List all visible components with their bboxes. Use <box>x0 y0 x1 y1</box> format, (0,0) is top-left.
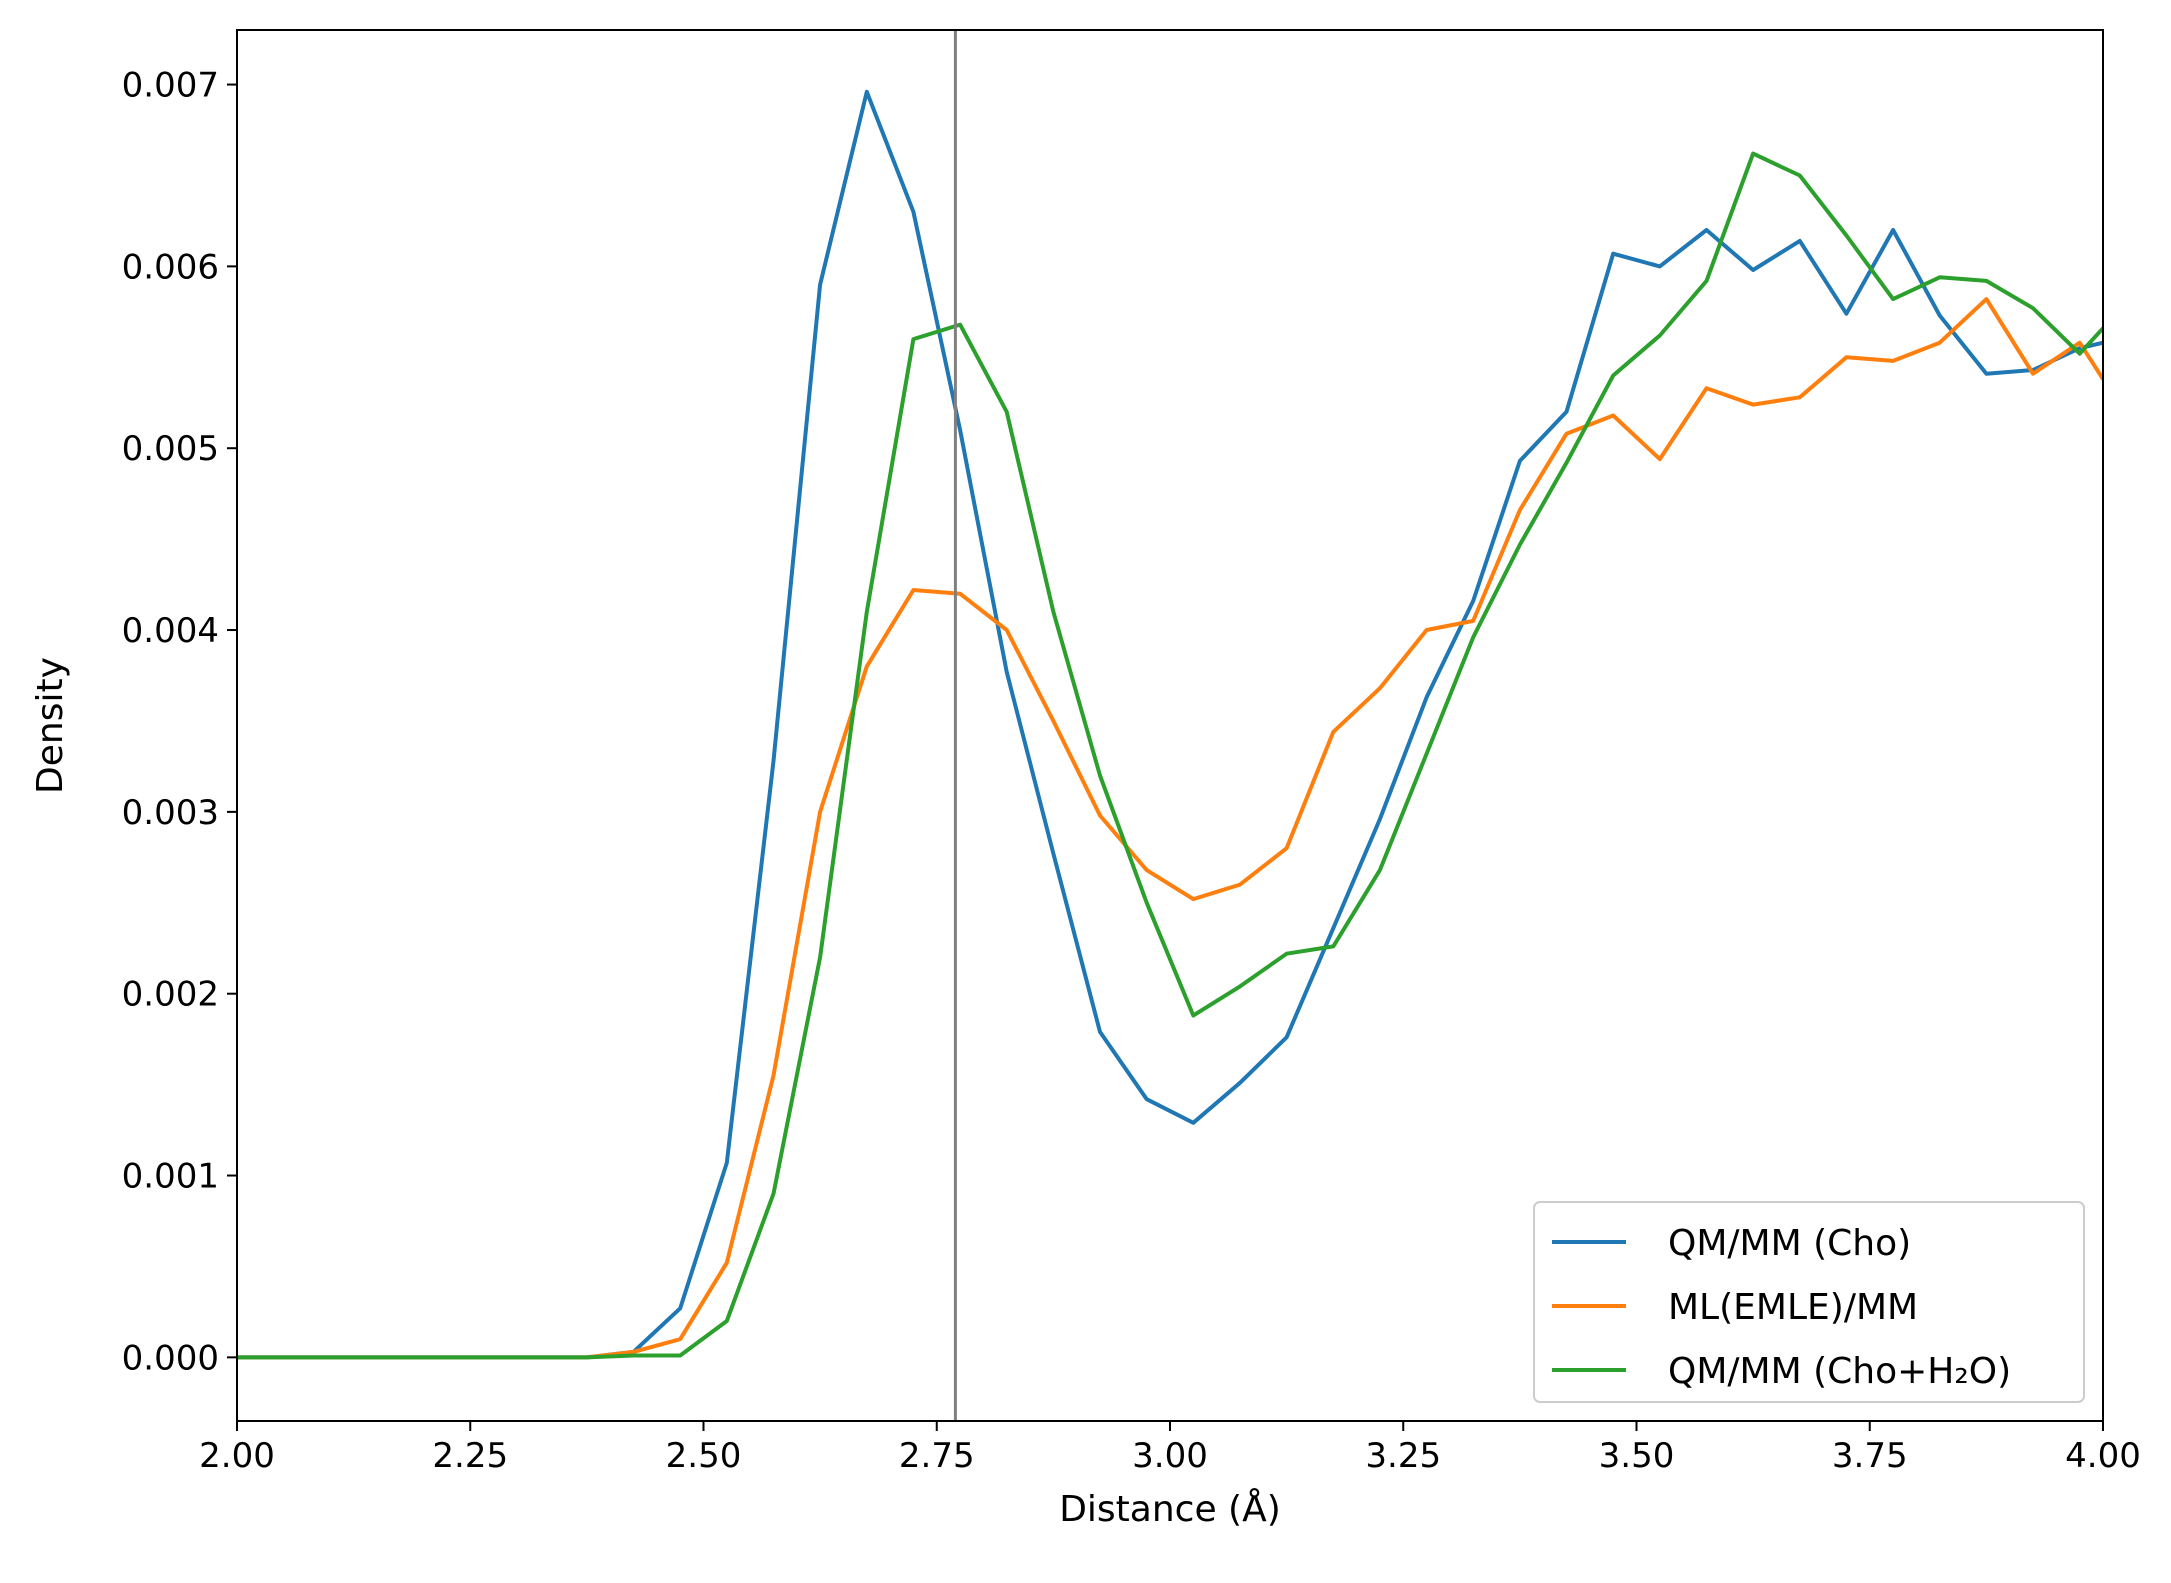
x-tick-label: 4.00 <box>2065 1436 2141 1476</box>
legend-label-3: QM/MM (Cho+H₂O) <box>1668 1351 2011 1392</box>
x-tick-label: 3.50 <box>1599 1436 1675 1476</box>
series-layer <box>237 89 2103 1360</box>
x-axis-ticks: 2.00 2.25 2.50 2.75 3.00 3.25 3.50 3.75 4.00 <box>199 1421 2141 1476</box>
x-tick-label: 2.25 <box>432 1436 508 1476</box>
x-tick-label: 3.00 <box>1132 1436 1208 1476</box>
legend-label-2: ML(EMLE)/MM <box>1668 1287 1918 1328</box>
y-tick-label: 0.002 <box>122 975 219 1015</box>
y-tick-label: 0.001 <box>122 1157 219 1197</box>
y-tick-label: 0.005 <box>122 429 219 469</box>
x-axis-label: Distance (Å) <box>1059 1487 1281 1530</box>
x-tick-label: 3.75 <box>1832 1436 1908 1476</box>
legend: QM/MM (Cho) ML(EMLE)/MM QM/MM (Cho+H₂O) <box>1533 1201 2085 1403</box>
y-tick-label: 0.000 <box>122 1338 219 1378</box>
x-tick-label: 2.00 <box>199 1436 275 1476</box>
x-tick-label: 2.75 <box>899 1436 975 1476</box>
legend-box <box>1533 1201 2085 1403</box>
legend-items: QM/MM (Cho) ML(EMLE)/MM QM/MM (Cho+H₂O) <box>1552 1223 2011 1392</box>
series-line-3 <box>237 151 2103 1360</box>
y-tick-label: 0.004 <box>122 611 219 651</box>
legend-label-1: QM/MM (Cho) <box>1668 1223 1911 1264</box>
y-axis-ticks: 0.000 0.001 0.002 0.003 0.004 0.005 0.006 0.007 <box>122 66 237 1378</box>
x-tick-label: 2.50 <box>666 1436 742 1476</box>
x-tick-label: 3.25 <box>1365 1436 1441 1476</box>
y-axis-label: Density <box>30 657 71 794</box>
y-tick-label: 0.007 <box>122 66 219 106</box>
y-tick-label: 0.003 <box>122 793 219 833</box>
y-tick-label: 0.006 <box>122 247 219 287</box>
